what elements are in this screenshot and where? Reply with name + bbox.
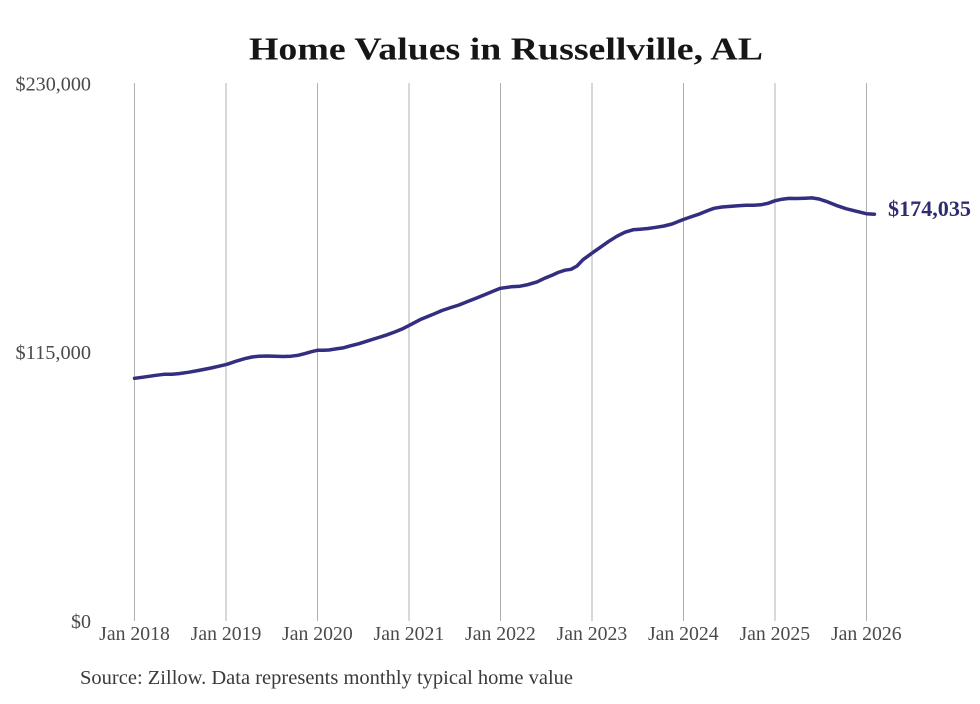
svg-text:Source: Zillow. Data represent: Source: Zillow. Data represents monthly … bbox=[80, 667, 573, 689]
svg-text:$0: $0 bbox=[71, 611, 91, 633]
svg-text:Jan 2025: Jan 2025 bbox=[739, 623, 810, 645]
svg-text:$174,035: $174,035 bbox=[888, 196, 971, 221]
svg-text:Jan 2020: Jan 2020 bbox=[282, 623, 353, 645]
svg-text:Jan 2024: Jan 2024 bbox=[648, 623, 719, 645]
svg-text:Jan 2023: Jan 2023 bbox=[557, 623, 628, 645]
svg-text:Jan 2018: Jan 2018 bbox=[99, 623, 170, 645]
svg-text:Jan 2021: Jan 2021 bbox=[374, 623, 445, 645]
svg-text:Jan 2022: Jan 2022 bbox=[465, 623, 536, 645]
svg-text:$230,000: $230,000 bbox=[16, 74, 92, 96]
svg-text:Jan 2019: Jan 2019 bbox=[191, 623, 262, 645]
svg-text:Jan 2026: Jan 2026 bbox=[831, 623, 902, 645]
svg-text:$115,000: $115,000 bbox=[16, 342, 92, 364]
svg-text:Home Values in Russellville, A: Home Values in Russellville, AL bbox=[249, 32, 763, 67]
